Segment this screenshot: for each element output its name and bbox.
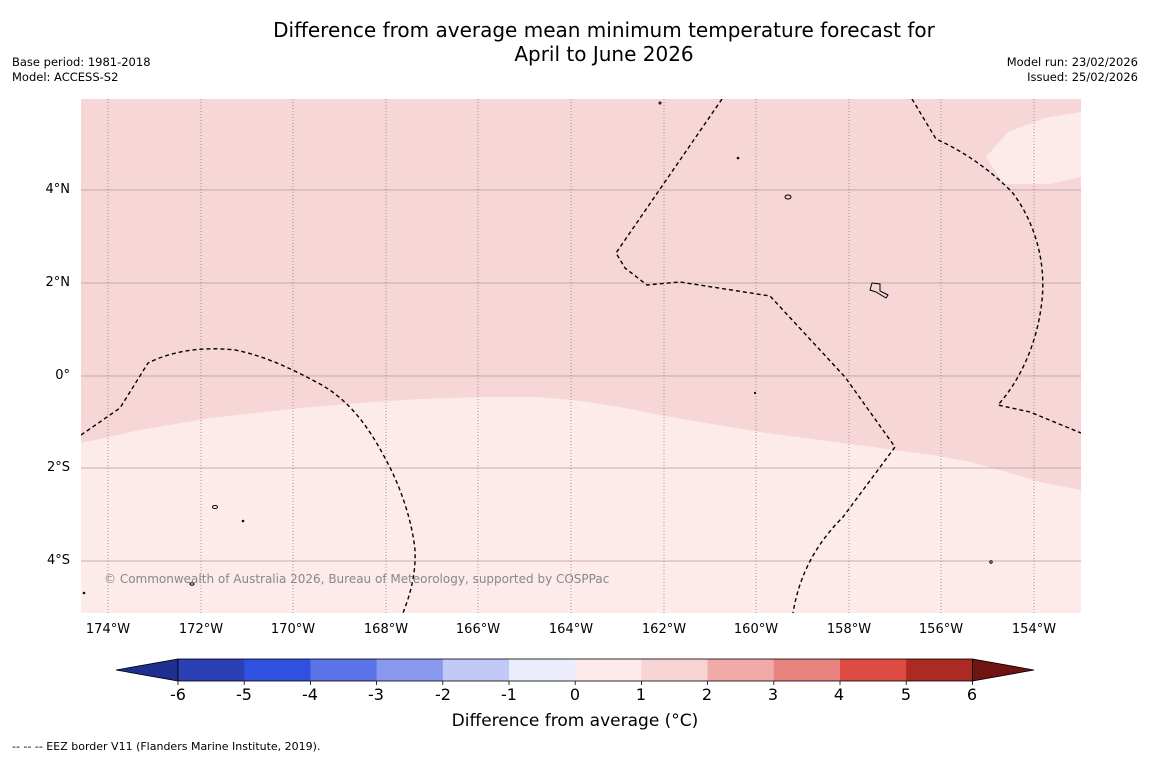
colorbar-segment <box>641 659 709 681</box>
colorbar-tick-label: 5 <box>900 685 912 704</box>
island <box>989 560 993 564</box>
island <box>736 156 740 160</box>
colorbar-segment <box>840 659 907 681</box>
colorbar-tick-label: 3 <box>767 685 779 704</box>
lon-label-160w: 160°W <box>733 622 779 637</box>
colorbar-tick-label: 4 <box>833 685 845 704</box>
colorbar-tick-label: 0 <box>569 685 581 704</box>
colorbar-segment <box>244 659 311 681</box>
colorbar-segment <box>707 659 775 681</box>
colorbar-segment <box>906 659 973 681</box>
lon-label-172w: 172°W <box>178 622 224 637</box>
copyright-notice: © Commonwealth of Australia 2026, Bureau… <box>104 572 610 586</box>
lat-label-4n: 4°N <box>45 182 71 197</box>
lon-label-170w: 170°W <box>270 622 316 637</box>
colorbar-segment <box>310 659 378 681</box>
lon-label-166w: 166°W <box>455 622 501 637</box>
model-run: Model run: 23/02/2026 <box>1006 55 1138 69</box>
colorbar-tick-label: -1 <box>501 685 517 704</box>
island <box>658 101 662 105</box>
colorbar-segment <box>442 659 510 681</box>
colorbar-tick-label: 6 <box>966 685 978 704</box>
colorbar-tick-label: 2 <box>701 685 713 704</box>
issued-date: Issued: 25/02/2026 <box>1027 70 1138 84</box>
lon-label-162w: 162°W <box>641 622 687 637</box>
lon-label-168w: 168°W <box>363 622 409 637</box>
lon-label-164w: 164°W <box>548 622 594 637</box>
island <box>753 391 757 395</box>
colorbar-extend-high <box>972 658 1035 682</box>
eez-legend-note: -- -- -- EEZ border V11 (Flanders Marine… <box>12 740 321 753</box>
colorbar-segment <box>773 659 841 681</box>
eez-border-central <box>615 99 896 613</box>
meta-right: Model run: 23/02/2026 Issued: 25/02/2026 <box>1007 55 1138 85</box>
island <box>241 519 245 523</box>
lat-label-2n: 2°N <box>45 275 71 290</box>
colorbar-extend-low <box>115 658 179 682</box>
map-area <box>81 99 1081 613</box>
colorbar-segment <box>376 659 444 681</box>
colorbar-segment <box>509 659 576 681</box>
lat-label-0: 0° <box>55 368 70 383</box>
lat-label-4s: 4°S <box>46 553 70 568</box>
colorbar-tick-label: -5 <box>236 685 252 704</box>
island <box>869 282 889 299</box>
colorbar-tick-label: -2 <box>435 685 451 704</box>
islands <box>82 101 993 595</box>
lon-label-174w: 174°W <box>85 622 131 637</box>
colorbar-tick-label: 1 <box>635 685 647 704</box>
island <box>784 194 792 200</box>
island <box>212 505 218 509</box>
colorbar <box>115 658 1035 685</box>
lat-label-2s: 2°S <box>46 460 70 475</box>
eez-border-west <box>81 348 416 613</box>
lon-label-156w: 156°W <box>918 622 964 637</box>
eez-border-east <box>911 99 1081 434</box>
chart-title: Difference from average mean minimum tem… <box>273 18 935 66</box>
lon-label-154w: 154°W <box>1011 622 1057 637</box>
latitude-gridlines <box>81 189 1081 562</box>
base-period: Base period: 1981-2018 <box>12 55 151 69</box>
colorbar-tick-label: -3 <box>368 685 384 704</box>
colorbar-segment <box>178 659 245 681</box>
anomaly-band-0-1-northeast <box>986 112 1081 184</box>
island <box>189 582 195 586</box>
colorbar-tick-label: -6 <box>170 685 186 704</box>
meta-left: Base period: 1981-2018 Model: ACCESS-S2 <box>12 55 151 85</box>
eez-borders <box>81 99 1081 613</box>
colorbar-segment <box>575 659 642 681</box>
island <box>82 591 86 595</box>
anomaly-band-0-1-south <box>81 397 1081 613</box>
model-name: Model: ACCESS-S2 <box>12 70 119 84</box>
colorbar-title: Difference from average (°C) <box>451 711 699 731</box>
lon-label-158w: 158°W <box>826 622 872 637</box>
colorbar-tick-label: -4 <box>302 685 318 704</box>
